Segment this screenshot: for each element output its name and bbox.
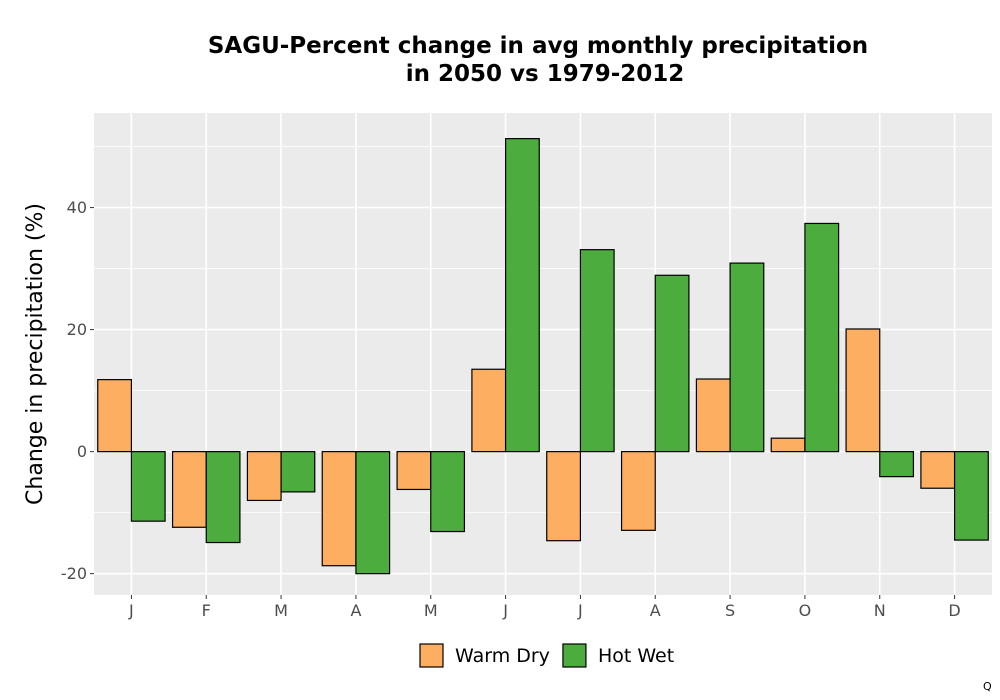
y-axis-label: Change in precipitation (%) (23, 203, 48, 505)
bar-warm-dry (396, 451, 432, 491)
bar-hot-wet (280, 451, 316, 493)
x-tick-label: F (202, 601, 211, 620)
bar-hot-wet (430, 451, 466, 533)
plot-panel (94, 113, 992, 595)
y-tick-label: 0 (77, 442, 87, 461)
legend: Warm Dry Hot Wet (419, 643, 674, 668)
bar-hot-wet (504, 138, 540, 453)
legend-label: Hot Wet (598, 645, 674, 667)
y-tick-label: 40 (67, 198, 87, 217)
bar-hot-wet (579, 249, 615, 453)
bar-warm-dry (471, 368, 507, 453)
bars (97, 138, 989, 575)
bar-hot-wet (729, 262, 765, 453)
bar-hot-wet (804, 222, 840, 453)
x-tick-label: A (350, 601, 361, 620)
x-tick-label: N (874, 601, 886, 620)
chart-title-line-2: in 2050 vs 1979-2012 (406, 61, 685, 87)
bar-warm-dry (920, 451, 956, 489)
bar-warm-dry (620, 451, 656, 531)
bar-warm-dry (246, 451, 282, 502)
x-tick-label: S (725, 601, 735, 620)
bar-hot-wet (654, 274, 690, 453)
x-tick-label: A (650, 601, 661, 620)
bar-hot-wet (355, 451, 391, 575)
legend-label: Warm Dry (455, 645, 550, 667)
bar-warm-dry (845, 328, 881, 453)
bar-warm-dry (97, 379, 133, 453)
bar-hot-wet (130, 451, 166, 522)
corner-mark: Q (983, 680, 992, 693)
y-tick-label: -20 (61, 564, 87, 583)
x-tick-label: J (577, 601, 583, 620)
bar-warm-dry (546, 451, 582, 542)
x-tick-label: J (128, 601, 134, 620)
chart-title: SAGU-Percent change in avg monthly preci… (208, 33, 868, 87)
bar-warm-dry (770, 437, 806, 453)
legend-key-warm-dry (419, 643, 444, 668)
minor-gridlines (94, 146, 992, 514)
bar-warm-dry (695, 378, 731, 453)
x-tick-label: D (948, 601, 960, 620)
bar-hot-wet (205, 451, 241, 544)
bar-hot-wet (879, 451, 915, 478)
chart-title-line-1: SAGU-Percent change in avg monthly preci… (208, 33, 868, 59)
x-tick-label: M (274, 601, 288, 620)
legend-key-hot-wet (562, 643, 587, 668)
y-axis: -20 0 20 40 (61, 198, 94, 583)
x-tick-label: J (502, 601, 508, 620)
y-tick-label: 20 (67, 320, 87, 339)
bar-warm-dry (321, 451, 357, 567)
bar-warm-dry (171, 451, 207, 528)
bar-hot-wet (953, 451, 989, 541)
x-tick-label: O (799, 601, 812, 620)
x-tick-label: M (424, 601, 438, 620)
